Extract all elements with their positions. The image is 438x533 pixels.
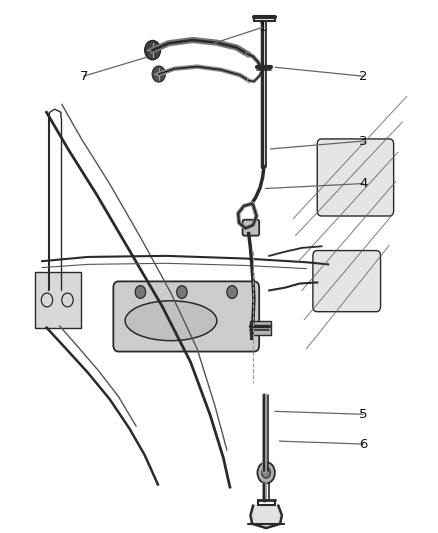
FancyBboxPatch shape	[243, 220, 259, 236]
Circle shape	[135, 286, 146, 298]
Text: 7: 7	[79, 70, 88, 83]
Text: 4: 4	[359, 177, 367, 190]
Circle shape	[258, 462, 275, 483]
FancyBboxPatch shape	[313, 251, 381, 312]
FancyBboxPatch shape	[35, 272, 81, 328]
Text: 3: 3	[359, 134, 367, 148]
Circle shape	[227, 286, 237, 298]
Circle shape	[262, 467, 271, 478]
Circle shape	[152, 66, 165, 82]
Circle shape	[177, 286, 187, 298]
Text: 2: 2	[359, 70, 367, 83]
Circle shape	[145, 41, 160, 60]
Text: 5: 5	[359, 408, 367, 421]
Polygon shape	[252, 506, 280, 528]
FancyBboxPatch shape	[113, 281, 259, 352]
FancyBboxPatch shape	[317, 139, 394, 216]
FancyBboxPatch shape	[251, 321, 272, 335]
Text: 1: 1	[258, 21, 267, 34]
Text: 6: 6	[359, 438, 367, 450]
Ellipse shape	[125, 301, 217, 341]
